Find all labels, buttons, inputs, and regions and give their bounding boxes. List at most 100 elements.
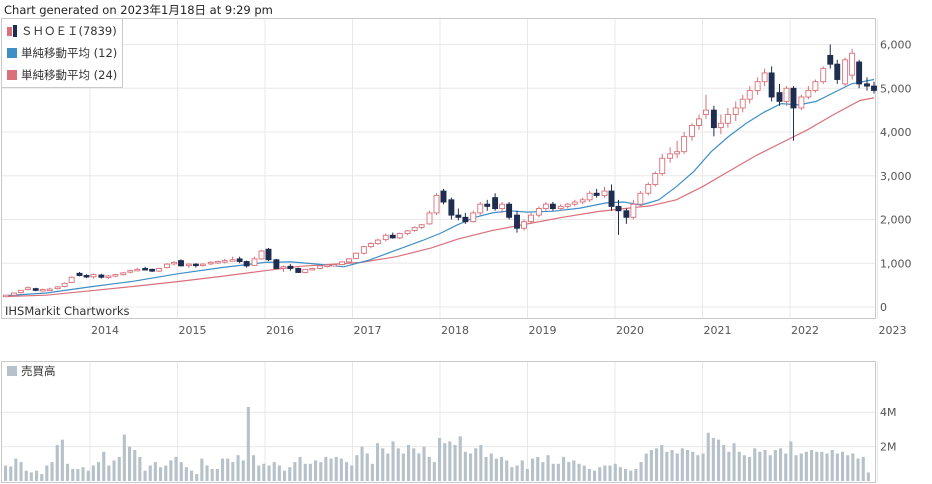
y-tick-label: 4,000 (880, 126, 912, 139)
candle (287, 264, 294, 271)
volume-bar (226, 458, 230, 481)
candle-body (61, 282, 68, 287)
volume-bar (484, 456, 488, 481)
candle-body (864, 83, 870, 87)
candle-body (754, 81, 761, 91)
candle-body (761, 72, 768, 83)
volume-bar (159, 467, 163, 481)
candle (674, 140, 681, 159)
price-series (3, 44, 877, 298)
volume-bar (148, 465, 152, 481)
candle (98, 273, 105, 279)
candle (83, 274, 90, 279)
legend-label-ma12: 単純移動平均 (12) (21, 46, 117, 60)
volume-bar (453, 444, 457, 481)
volume-bar (474, 448, 478, 481)
volume-bar (748, 456, 752, 481)
volume-bar (603, 465, 607, 481)
candle-body (273, 259, 280, 269)
volume-bar (660, 444, 664, 481)
candle (448, 197, 455, 220)
candle-body (127, 270, 134, 273)
volume-bar (35, 470, 39, 481)
candle-body (579, 199, 586, 203)
volume-bar (675, 453, 679, 481)
candle-body (83, 275, 90, 278)
candle-body (317, 265, 324, 269)
candle-body (309, 268, 316, 271)
volume-bar (742, 455, 746, 481)
volume-panel (1, 361, 876, 483)
volume-bar (443, 443, 447, 481)
volume-bar (799, 453, 803, 481)
x-tick-label: 2020 (616, 324, 644, 337)
x-tick-label: 2021 (704, 324, 732, 337)
candle (761, 68, 768, 87)
volume-bar (572, 460, 576, 481)
candle-body (827, 54, 834, 65)
candle (703, 94, 709, 119)
candle (820, 66, 827, 84)
candle (120, 272, 127, 276)
candle-body (557, 205, 564, 210)
candle (389, 232, 396, 239)
candle (185, 263, 192, 268)
volume-bar (505, 460, 509, 481)
candle (579, 197, 586, 205)
volume-bar (345, 462, 349, 481)
candle-body (404, 230, 411, 234)
price-panel (1, 18, 876, 319)
candle (243, 260, 250, 268)
candle-body (440, 190, 447, 203)
candle-body (221, 260, 228, 263)
candle (149, 268, 156, 272)
volume-bar (789, 441, 793, 481)
candle (477, 202, 484, 216)
candle-body (637, 192, 644, 205)
candle (593, 188, 600, 198)
volume-bar (117, 456, 121, 481)
candle-body (820, 68, 827, 83)
volume-bar (184, 467, 188, 481)
volume-bar (732, 443, 736, 481)
volume-bar (412, 448, 416, 481)
candle (827, 44, 834, 69)
blue-square-icon (7, 48, 17, 58)
candle-body (396, 233, 403, 239)
candle (746, 86, 753, 104)
volume-bar (81, 467, 85, 481)
candle-body (521, 221, 527, 229)
volume-bar (644, 453, 648, 481)
candle-body (746, 89, 753, 100)
volume-bar (546, 455, 550, 481)
candle-body (470, 212, 477, 223)
price-y-axis: 0 1,000 2,000 3,000 4,000 5,000 6,000 (880, 39, 912, 315)
candle-body (287, 265, 294, 269)
candle (615, 199, 622, 235)
volume-bar (241, 460, 245, 481)
legend-label-stock: ＳＨＯＥＩ(7839) (21, 24, 117, 38)
volume-bar (200, 458, 204, 481)
volume-bar (515, 465, 519, 481)
candle-body (54, 286, 61, 290)
candle-body (790, 87, 797, 109)
candle (90, 273, 97, 279)
volume-bar (820, 451, 824, 481)
candle-body (601, 190, 608, 196)
candle (812, 79, 819, 93)
volume-bar (696, 455, 700, 481)
x-tick-label: 2022 (791, 324, 819, 337)
volume-bar (670, 450, 674, 481)
volume-bar (195, 474, 199, 481)
candle-body (156, 268, 163, 272)
candle-body (149, 268, 156, 272)
candle (192, 263, 199, 268)
volume-bar (556, 463, 560, 481)
candle (842, 57, 849, 87)
volume-y-tick-label: 2M (880, 441, 897, 454)
volume-bar (257, 465, 261, 481)
volume-bar (463, 451, 467, 481)
volume-bar (479, 444, 483, 481)
volume-bar (469, 453, 473, 481)
candle (834, 59, 841, 84)
